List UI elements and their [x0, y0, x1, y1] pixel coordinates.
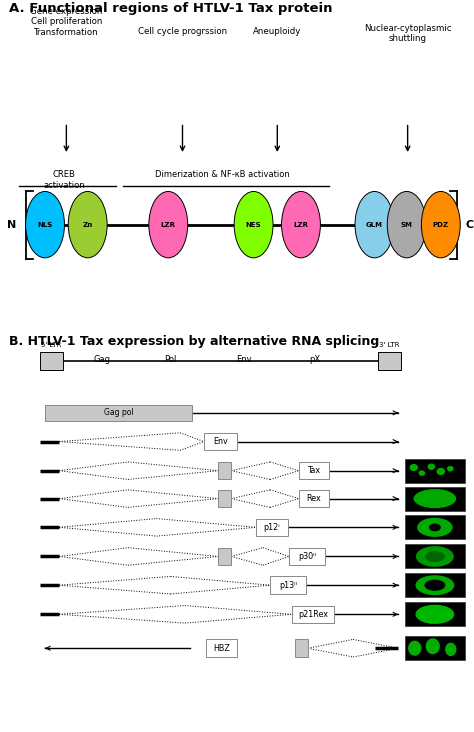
Text: LZR: LZR	[161, 222, 176, 228]
Text: Env: Env	[237, 355, 252, 364]
Text: pX: pX	[310, 355, 321, 364]
FancyBboxPatch shape	[292, 605, 334, 623]
Text: Env: Env	[213, 437, 228, 446]
Text: 5' LTR: 5' LTR	[42, 342, 62, 348]
FancyBboxPatch shape	[299, 490, 329, 507]
FancyBboxPatch shape	[405, 515, 465, 539]
Text: SM: SM	[401, 222, 413, 228]
FancyBboxPatch shape	[256, 518, 288, 536]
Text: p12ⁱ: p12ⁱ	[264, 523, 281, 532]
Ellipse shape	[387, 192, 426, 258]
Ellipse shape	[149, 192, 188, 258]
Text: Tax: Tax	[308, 466, 320, 475]
Text: A. Functional regions of HTLV-1 Tax protein: A. Functional regions of HTLV-1 Tax prot…	[9, 1, 333, 15]
Text: p30ᴵᴵ: p30ᴵᴵ	[298, 552, 316, 561]
Text: Gag: Gag	[93, 355, 110, 364]
Text: 3' LTR: 3' LTR	[379, 342, 400, 348]
Circle shape	[428, 463, 435, 470]
Ellipse shape	[426, 638, 440, 654]
Text: HBZ: HBZ	[213, 643, 230, 653]
Ellipse shape	[415, 605, 454, 624]
FancyBboxPatch shape	[206, 640, 237, 657]
Ellipse shape	[68, 192, 107, 258]
FancyBboxPatch shape	[270, 576, 306, 594]
Text: Dimerization & NF-κB activation: Dimerization & NF-κB activation	[155, 171, 290, 179]
Text: p21Rex: p21Rex	[298, 610, 328, 619]
FancyBboxPatch shape	[405, 602, 465, 627]
Circle shape	[437, 468, 445, 475]
Ellipse shape	[26, 192, 64, 258]
Text: GLM: GLM	[366, 222, 383, 228]
FancyBboxPatch shape	[295, 640, 308, 657]
Text: Gene expression
Cell proliferation
Transformation: Gene expression Cell proliferation Trans…	[30, 7, 102, 37]
Text: Gag pol: Gag pol	[104, 408, 133, 417]
Ellipse shape	[413, 489, 456, 508]
Circle shape	[447, 466, 454, 471]
Text: N: N	[7, 220, 17, 230]
Text: Pol: Pol	[164, 355, 177, 364]
Ellipse shape	[421, 192, 460, 258]
Circle shape	[419, 470, 425, 476]
Text: C: C	[465, 220, 474, 230]
Ellipse shape	[417, 518, 453, 537]
Text: Rex: Rex	[307, 494, 321, 503]
Text: PDZ: PDZ	[433, 222, 449, 228]
Ellipse shape	[416, 546, 454, 567]
Ellipse shape	[415, 575, 454, 595]
FancyBboxPatch shape	[405, 636, 465, 660]
Text: Aneuploidy: Aneuploidy	[253, 27, 301, 36]
FancyBboxPatch shape	[204, 433, 237, 450]
Text: LZR: LZR	[293, 222, 309, 228]
FancyBboxPatch shape	[218, 462, 231, 479]
Ellipse shape	[282, 192, 320, 258]
FancyBboxPatch shape	[218, 490, 231, 507]
FancyBboxPatch shape	[405, 459, 465, 482]
Ellipse shape	[234, 192, 273, 258]
FancyBboxPatch shape	[378, 352, 401, 370]
FancyBboxPatch shape	[405, 487, 465, 511]
Ellipse shape	[424, 580, 445, 591]
FancyBboxPatch shape	[405, 573, 465, 597]
Text: p13ᴵᴵ: p13ᴵᴵ	[279, 580, 297, 590]
FancyBboxPatch shape	[40, 352, 63, 370]
FancyBboxPatch shape	[299, 462, 329, 479]
Text: B. HTLV-1 Tax expression by alternative RNA splicing: B. HTLV-1 Tax expression by alternative …	[9, 335, 380, 348]
Ellipse shape	[445, 643, 456, 656]
Text: CREB
activation: CREB activation	[43, 171, 85, 190]
FancyBboxPatch shape	[405, 545, 465, 569]
FancyBboxPatch shape	[289, 548, 325, 565]
FancyBboxPatch shape	[218, 548, 231, 565]
Text: NES: NES	[246, 222, 261, 228]
Ellipse shape	[425, 551, 445, 562]
Text: Zn: Zn	[82, 222, 93, 228]
Ellipse shape	[408, 640, 421, 656]
Text: Cell cycle progrssion: Cell cycle progrssion	[138, 27, 227, 36]
Circle shape	[410, 464, 418, 471]
Text: Nuclear-cytoplasmic
shuttling: Nuclear-cytoplasmic shuttling	[364, 24, 451, 43]
Text: NLS: NLS	[37, 222, 53, 228]
Ellipse shape	[429, 523, 441, 531]
FancyBboxPatch shape	[45, 405, 192, 421]
Ellipse shape	[355, 192, 394, 258]
